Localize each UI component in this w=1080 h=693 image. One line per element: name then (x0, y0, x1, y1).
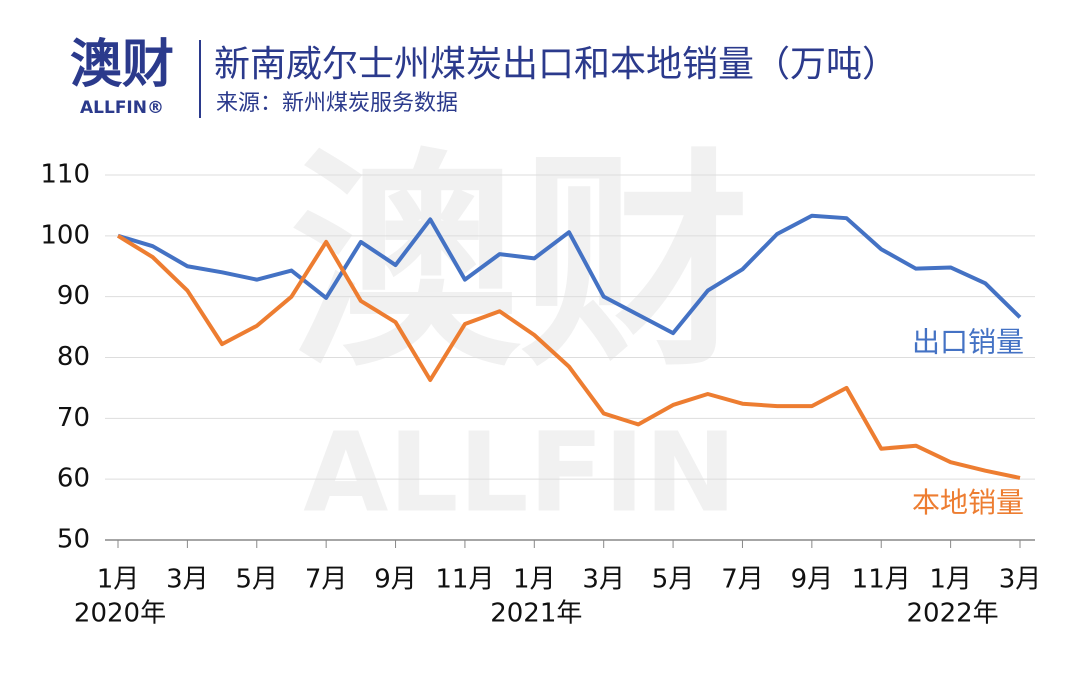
x-tick-label: 9月 (374, 565, 417, 595)
x-tick-label: 3月 (582, 565, 625, 595)
x-year-label: 2021年 (490, 599, 582, 629)
x-year-label: 2022年 (907, 599, 999, 629)
y-tick-label: 60 (57, 464, 90, 494)
series-label: 出口销量 (912, 325, 1024, 358)
x-tick-label: 9月 (791, 565, 834, 595)
series-line (116, 234, 1021, 480)
series-label: 本地销量 (912, 486, 1024, 519)
x-tick-label: 5月 (652, 565, 695, 595)
x-tick-label: 11月 (435, 565, 494, 595)
y-tick-label: 90 (57, 281, 90, 311)
x-tick-label: 1月 (97, 565, 140, 595)
logo-sub: ALLFIN® (80, 98, 164, 118)
x-tick-label: 3月 (999, 565, 1042, 595)
series-line (117, 213, 1022, 336)
y-tick-label: 50 (57, 525, 90, 555)
y-tick-label: 110 (40, 160, 90, 190)
y-tick-label: 70 (57, 403, 90, 433)
x-tick-label: 7月 (721, 565, 764, 595)
y-tick-label: 100 (40, 220, 90, 250)
chart-title: 新南威尔士州煤炭出口和本地销量（万吨） (214, 44, 898, 85)
x-tick-label: 1月 (929, 565, 972, 595)
x-tick-label: 7月 (305, 565, 348, 595)
x-tick-label: 11月 (852, 565, 911, 595)
x-tick-label: 1月 (513, 565, 556, 595)
logo: 澳财 (70, 35, 174, 95)
watermark-sub: ALLFIN (303, 408, 736, 536)
x-year-label: 2020年 (74, 599, 166, 629)
x-tick-label: 5月 (235, 565, 278, 595)
x-tick-label: 3月 (166, 565, 209, 595)
y-tick-label: 80 (57, 342, 90, 372)
chart-subtitle: 来源：新州煤炭服务数据 (216, 91, 458, 116)
